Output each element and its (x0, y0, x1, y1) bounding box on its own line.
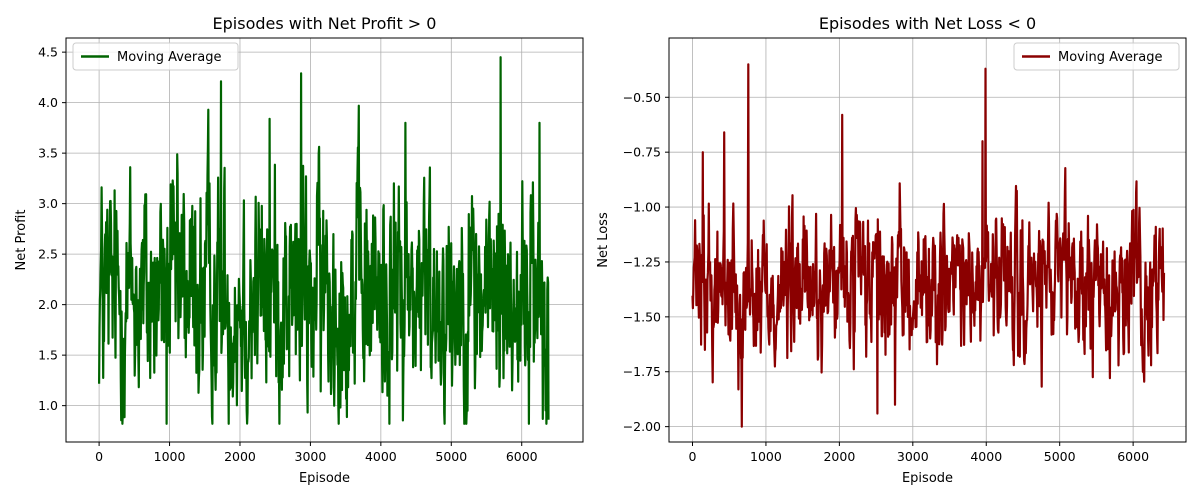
loss-x-tick-label: 3000 (897, 449, 929, 464)
loss-y-tick-label: −2.00 (623, 419, 661, 434)
profit-y-tick-label: 2.0 (38, 297, 58, 312)
loss-y-tick-label: −0.50 (623, 90, 661, 105)
loss-x-axis-label: Episode (902, 471, 953, 486)
profit-grid (66, 38, 583, 442)
profit-ticks: 0 1000 2000 3000 4000 5000 6000 1.0 1.5 2.0 2.5 3.0… (38, 45, 538, 464)
profit-y-axis-label: Net Profit (14, 210, 29, 271)
profit-y-tick-label: 1.5 (38, 348, 58, 363)
loss-y-axis-label: Net Loss (596, 212, 611, 268)
profit-y-tick-label: 3.5 (38, 146, 58, 161)
loss-legend-label: Moving Average (1058, 50, 1162, 65)
profit-x-tick-label: 3000 (295, 449, 327, 464)
loss-ticks: 0 1000 2000 3000 4000 5000 6000 −2.00 −1.75 −1.50… (623, 90, 1149, 464)
profit-x-axis-label: Episode (299, 471, 350, 486)
profit-chart: 0 1000 2000 3000 4000 5000 6000 1.0 1.5 2.0 2.5 3.0… (14, 14, 584, 486)
loss-plot-frame (668, 37, 1187, 443)
profit-legend: Moving Average (72, 42, 239, 71)
loss-y-tick-label: −1.75 (623, 364, 661, 379)
loss-legend: Moving Average (1013, 42, 1180, 71)
loss-y-tick-label: −0.75 (623, 145, 661, 160)
loss-y-tick-label: −1.50 (623, 309, 661, 324)
loss-series (691, 63, 1166, 428)
loss-y-tick-label: −1.00 (623, 200, 661, 215)
loss-legend-box (1013, 42, 1180, 71)
loss-x-tick-label: 2000 (823, 449, 855, 464)
profit-y-tick-label: 4.5 (38, 45, 58, 60)
loss-grid (669, 38, 1186, 442)
profit-y-tick-label: 4.0 (38, 95, 58, 110)
profit-y-tick-label: 3.0 (38, 196, 58, 211)
loss-x-tick-label: 4000 (970, 449, 1002, 464)
profit-legend-box (72, 42, 239, 71)
profit-moving-average-line (98, 56, 550, 425)
profit-series (98, 56, 550, 425)
profit-legend-label: Moving Average (117, 50, 221, 65)
loss-x-tick-label: 6000 (1117, 449, 1149, 464)
loss-y-tick-label: −1.25 (623, 254, 661, 269)
profit-plot-frame (65, 37, 584, 443)
profit-x-tick-label: 6000 (506, 449, 538, 464)
loss-x-tick-label: 5000 (1044, 449, 1076, 464)
profit-chart-title: Episodes with Net Profit > 0 (213, 14, 437, 33)
profit-x-tick-label: 0 (95, 449, 103, 464)
loss-moving-average-line (691, 63, 1166, 428)
profit-x-tick-label: 1000 (154, 449, 186, 464)
loss-chart-title: Episodes with Net Loss < 0 (819, 14, 1036, 33)
loss-x-tick-label: 0 (689, 449, 697, 464)
profit-x-tick-label: 4000 (365, 449, 397, 464)
profit-x-tick-label: 5000 (435, 449, 467, 464)
profit-y-tick-label: 2.5 (38, 247, 58, 262)
loss-x-tick-label: 1000 (750, 449, 782, 464)
profit-x-tick-label: 2000 (224, 449, 256, 464)
profit-y-tick-label: 1.0 (38, 398, 58, 413)
loss-chart: 0 1000 2000 3000 4000 5000 6000 −2.00 −1.75 −1.50… (596, 14, 1187, 486)
